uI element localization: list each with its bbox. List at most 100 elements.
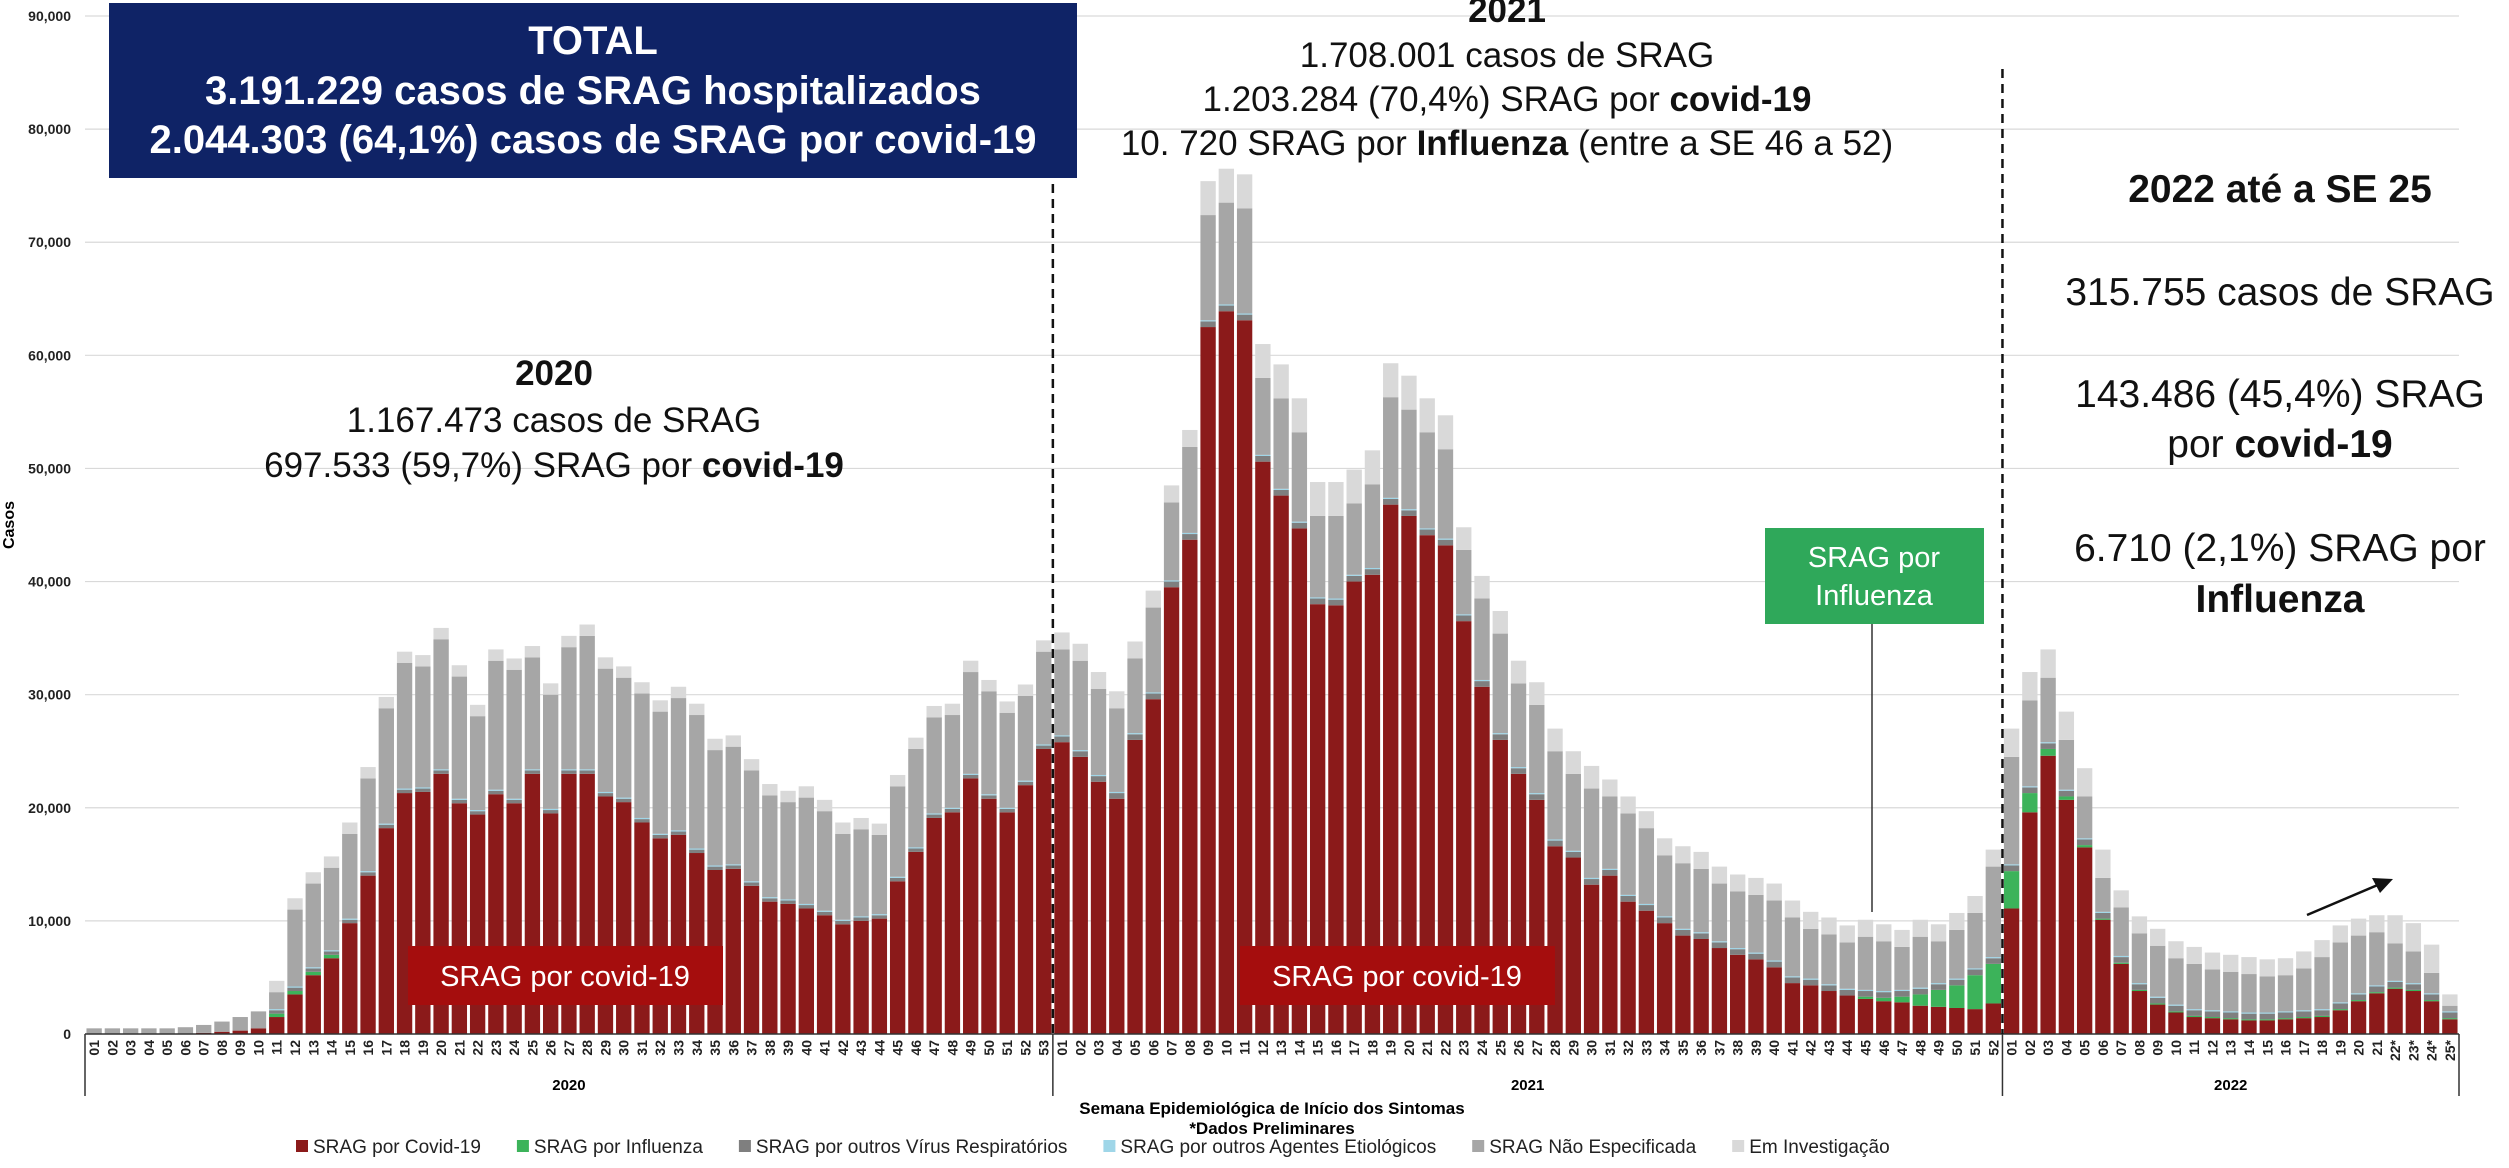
bar-segment bbox=[670, 830, 687, 832]
bar-segment bbox=[1200, 215, 1216, 321]
bar-segment bbox=[1218, 305, 1235, 312]
bar-segment bbox=[1328, 515, 1344, 599]
bar-segment bbox=[2186, 963, 2202, 1010]
bar-segment bbox=[780, 790, 796, 803]
bar-segment bbox=[798, 908, 815, 1034]
bar-segment bbox=[835, 920, 851, 925]
bar-segment bbox=[1145, 693, 1161, 700]
bar-segment bbox=[1072, 643, 1088, 661]
bar-segment bbox=[2277, 1019, 2294, 1034]
bar-segment bbox=[944, 807, 961, 809]
bar-segment bbox=[1547, 728, 1563, 752]
x-tick-label: 01 bbox=[1054, 1040, 1070, 1056]
bar-segment bbox=[1474, 575, 1490, 599]
x-tick-label: 36 bbox=[725, 1040, 741, 1056]
bar-segment bbox=[360, 875, 376, 1034]
annotation-segment: 2021 bbox=[1468, 0, 1546, 30]
bar-segment bbox=[287, 991, 303, 995]
bar-segment bbox=[1529, 794, 1545, 800]
x-tick-label: 46 bbox=[1876, 1040, 1892, 1056]
annotation-segment: 697.533 (59,7%) SRAG por bbox=[264, 446, 702, 485]
bar-segment bbox=[2040, 742, 2056, 744]
bar-segment bbox=[1255, 344, 1271, 378]
bar-segment bbox=[323, 867, 340, 951]
bar-segment bbox=[1419, 535, 1435, 1034]
bar-segment bbox=[1492, 633, 1508, 734]
bar-segment bbox=[725, 868, 741, 1034]
bar-segment bbox=[305, 872, 321, 884]
x-tick-label: 29 bbox=[597, 1040, 613, 1056]
legend-swatch bbox=[738, 1140, 751, 1152]
bar-segment bbox=[2058, 789, 2075, 791]
bar-segment bbox=[689, 849, 705, 854]
bar-segment bbox=[2277, 975, 2294, 1012]
x-tick-label: 23* bbox=[2405, 1039, 2421, 1061]
bar-segment bbox=[2296, 1011, 2312, 1018]
bar-segment bbox=[561, 770, 577, 774]
bar-segment bbox=[1949, 978, 1965, 980]
bar-segment bbox=[597, 791, 614, 794]
bar-segment bbox=[1456, 621, 1472, 1034]
bar-segment bbox=[1474, 598, 1490, 680]
x-tick-label: 14 bbox=[1291, 1040, 1307, 1056]
x-tick-label: 40 bbox=[1766, 1040, 1782, 1056]
x-tick-label: 10 bbox=[250, 1040, 266, 1056]
bar-segment bbox=[1346, 503, 1362, 575]
bar-segment bbox=[2405, 989, 2422, 992]
bar-segment bbox=[1090, 781, 1107, 1034]
bar-segment bbox=[1236, 320, 1253, 1034]
bar-segment bbox=[2040, 743, 2056, 749]
x-tick-label: 31 bbox=[1602, 1040, 1618, 1056]
covid-label-box bbox=[1240, 946, 1555, 1005]
bar-segment bbox=[2113, 963, 2129, 1034]
bar-segment bbox=[561, 635, 577, 648]
bar-segment bbox=[2369, 932, 2385, 986]
bar-segment bbox=[1583, 765, 1600, 789]
x-tick-label: 38 bbox=[762, 1040, 778, 1056]
bar-segment bbox=[1711, 866, 1728, 884]
bar-segment bbox=[2442, 1005, 2458, 1012]
bar-segment bbox=[1127, 739, 1143, 1034]
bar-segment bbox=[1383, 397, 1399, 498]
bar-segment bbox=[1876, 924, 1892, 942]
bar-segment bbox=[2332, 1009, 2348, 1011]
bar-segment bbox=[2223, 954, 2239, 972]
bar-segment bbox=[287, 994, 303, 1034]
bar-segment bbox=[2186, 1015, 2202, 1018]
bar-segment bbox=[926, 717, 942, 814]
bar-segment bbox=[2387, 943, 2403, 981]
bar-segment bbox=[1236, 174, 1253, 209]
x-tick-label: 15 bbox=[2259, 1040, 2275, 1056]
bar-segment bbox=[524, 769, 541, 771]
bar-segment bbox=[2277, 958, 2294, 976]
bar-segment bbox=[360, 872, 376, 876]
bar-segment bbox=[524, 657, 541, 770]
bar-segment bbox=[853, 917, 869, 921]
bar-segment bbox=[196, 1024, 212, 1033]
bar-segment bbox=[725, 746, 741, 865]
bar-segment bbox=[1748, 894, 1764, 953]
bar-segment bbox=[1401, 515, 1417, 1034]
x-tick-label: 25* bbox=[2442, 1039, 2458, 1061]
bar-segment bbox=[2131, 984, 2148, 990]
bar-segment bbox=[396, 789, 413, 794]
bar-segment bbox=[250, 1011, 267, 1029]
legend-label: SRAG por Covid-19 bbox=[313, 1137, 481, 1158]
bar-segment bbox=[999, 812, 1015, 1034]
bar-segment bbox=[926, 814, 942, 818]
bar-segment bbox=[944, 808, 961, 813]
bar-segment bbox=[963, 778, 979, 1034]
bar-segment bbox=[1401, 510, 1417, 516]
bar-segment bbox=[269, 980, 285, 993]
bar-segment bbox=[889, 876, 906, 878]
bar-segment bbox=[2095, 918, 2111, 920]
bar-segment bbox=[1930, 924, 1947, 942]
x-tick-label: 21 bbox=[1419, 1040, 1435, 1056]
x-tick-label: 17 bbox=[2296, 1040, 2312, 1056]
x-tick-label: 37 bbox=[744, 1040, 760, 1056]
x-tick-label: 47 bbox=[1894, 1040, 1910, 1056]
year-label: 2021 bbox=[1511, 1077, 1544, 1094]
bar-segment bbox=[1894, 946, 1910, 990]
bar-segment bbox=[1711, 941, 1728, 943]
annotation-text: por covid-19 bbox=[2167, 423, 2392, 466]
